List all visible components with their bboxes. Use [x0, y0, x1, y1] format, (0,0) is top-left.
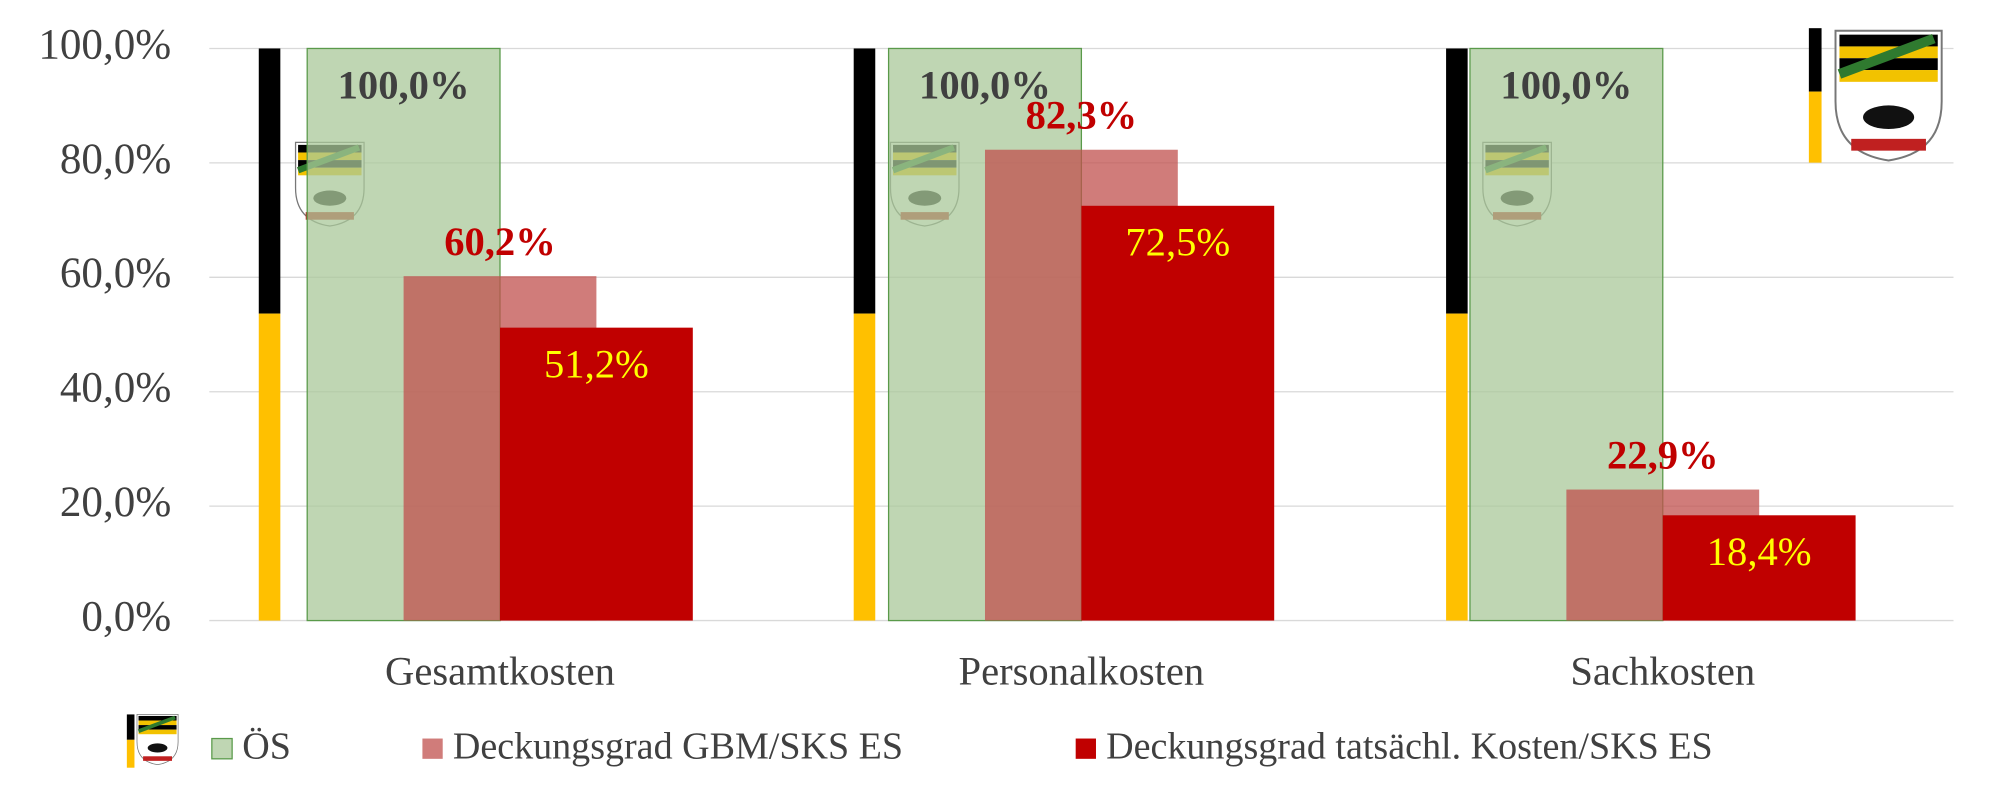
bar — [1081, 205, 1275, 621]
data-label: 72,5% — [1125, 220, 1230, 265]
y-tick-label: 20,0% — [60, 479, 171, 526]
data-label: 51,2% — [544, 342, 649, 387]
data-label: 100,0% — [338, 62, 470, 107]
decoration — [126, 28, 1942, 768]
legend-label: ÖS — [242, 726, 291, 768]
y-tick-label: 80,0% — [60, 136, 171, 183]
legend-swatch — [422, 738, 443, 759]
data-label: 82,3% — [1026, 93, 1138, 138]
legend-label: Deckungsgrad tatsächl. Kosten/SKS ES — [1106, 726, 1713, 768]
data-label: 100,0% — [919, 62, 1051, 107]
x-tick-label: Personalkosten — [959, 648, 1205, 693]
y-tick-label: 100,0% — [38, 21, 171, 68]
y-tick-label: 0,0% — [81, 593, 171, 640]
legend-swatch — [1075, 738, 1096, 759]
x-tick-label: Sachkosten — [1570, 648, 1755, 693]
data-label: 100,0% — [1500, 62, 1632, 107]
legend-label: Deckungsgrad GBM/SKS ES — [453, 726, 903, 768]
legend-swatch — [211, 737, 233, 760]
y-tick-label: 60,0% — [60, 250, 171, 297]
bar — [1662, 515, 1856, 621]
data-label: 60,2% — [444, 219, 556, 264]
bar — [499, 327, 693, 621]
y-tick-label: 40,0% — [60, 365, 171, 412]
data-label: 22,9% — [1607, 432, 1719, 477]
x-tick-label: Gesamtkosten — [385, 648, 615, 693]
data-label: 18,4% — [1707, 529, 1812, 574]
